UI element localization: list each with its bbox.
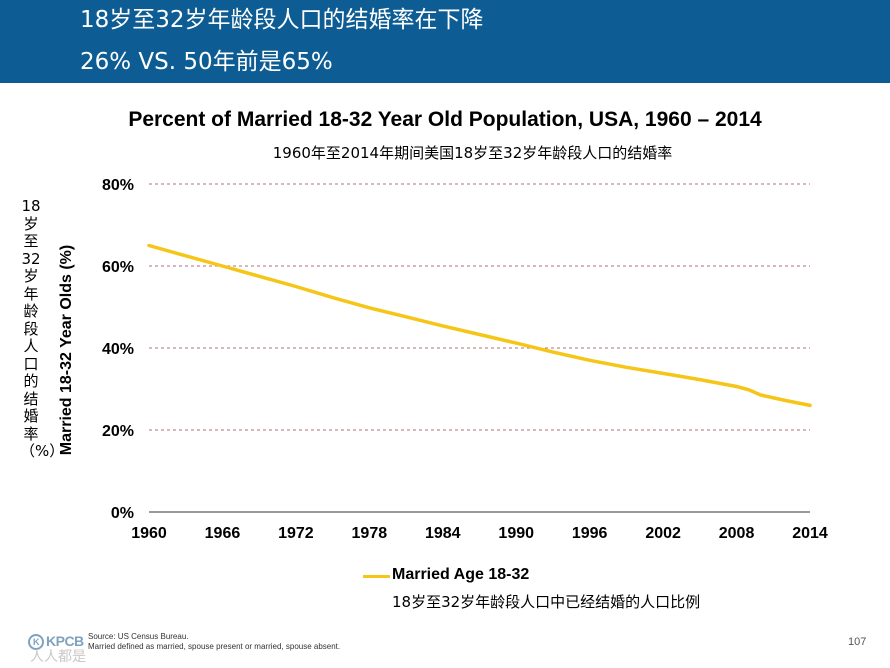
y-tick-label: 80%: [102, 177, 134, 194]
x-tick-label: 2008: [719, 525, 755, 542]
source-line-1: Source: US Census Bureau.: [88, 632, 189, 641]
x-tick-label: 1996: [572, 525, 608, 542]
y-axis-label: Married 18-32 Year Olds (%): [58, 245, 75, 455]
watermark: 人人都是: [30, 649, 86, 665]
series-line: [147, 243, 812, 408]
logo-text: KPCB: [46, 633, 84, 649]
y-axis-ticks: 0% 20% 40% 60% 80%: [102, 177, 134, 522]
x-tick-label: 1960: [131, 525, 167, 542]
y-tick-label: 20%: [102, 423, 134, 440]
x-tick-label: 2014: [792, 525, 828, 542]
source-note: Source: US Census Bureau. Married define…: [88, 632, 340, 652]
chart-title: Percent of Married 18-32 Year Old Popula…: [128, 108, 762, 131]
legend-label: Married Age 18-32: [392, 566, 530, 583]
x-tick-label: 1972: [278, 525, 314, 542]
y-axis-label-chinese: 18岁至32岁年龄段人口的结婚率（%）: [20, 197, 65, 460]
kpcb-logo: K KPCB: [28, 633, 84, 651]
slide-title: 18岁至32岁年龄段人口的结婚率在下降: [80, 7, 484, 33]
page-number: 107: [848, 636, 867, 648]
legend-swatch: [363, 575, 390, 578]
x-tick-label: 1990: [498, 525, 534, 542]
x-axis-ticks: 1960 1966 1972 1978 1984 1990 1996 2002 2008 2014: [131, 525, 828, 542]
x-tick-label: 2002: [645, 525, 681, 542]
chart-subtitle: 1960年至2014年期间美国18岁至32岁年龄段人口的结婚率: [272, 144, 673, 162]
x-tick-label: 1984: [425, 525, 461, 542]
y-tick-label: 60%: [102, 259, 134, 276]
header-bar: 18岁至32岁年龄段人口的结婚率在下降 26% VS. 50年前是65%: [0, 0, 890, 83]
y-tick-label: 0%: [111, 505, 134, 522]
source-line-2: Married defined as married, spouse prese…: [88, 642, 341, 651]
y-tick-label: 40%: [102, 341, 134, 358]
slide-subtitle: 26% VS. 50年前是65%: [80, 49, 333, 75]
logo-icon: K: [28, 634, 44, 651]
x-tick-label: 1966: [205, 525, 241, 542]
legend-label-chinese: 18岁至32岁年龄段人口中已经结婚的人口比例: [392, 593, 701, 611]
x-tick-label: 1978: [352, 525, 388, 542]
series-layer: [147, 243, 812, 408]
gridlines: [149, 183, 810, 513]
